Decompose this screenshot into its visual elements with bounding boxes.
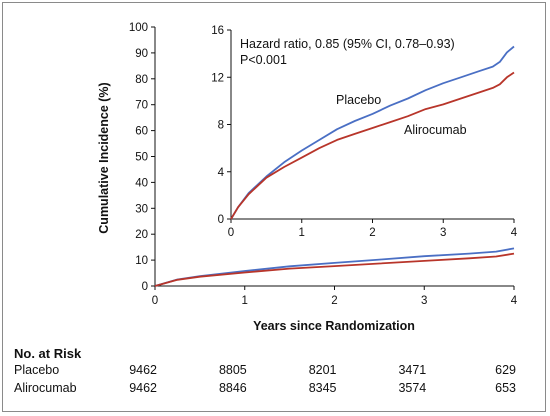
p-value-annotation: P<0.001	[240, 53, 287, 67]
y-axis-title: Cumulative Incidence (%)	[97, 82, 111, 233]
inset-label-alirocumab: Alirocumab	[404, 123, 467, 137]
inset-background	[189, 18, 524, 241]
inset-y-tick-label: 8	[218, 120, 224, 132]
inset-x-tick-label: 3	[440, 227, 446, 239]
main-series-line-placebo	[154, 247, 515, 287]
main-y-tick-label: 100	[129, 22, 148, 34]
main-series-line-alirocumab	[154, 252, 515, 287]
inset-y-tick-label: 16	[211, 25, 224, 37]
main-y-tick-label: 30	[135, 203, 148, 215]
main-y-tick-label: 80	[135, 74, 148, 86]
main-y-tick-label: 90	[135, 48, 148, 60]
main-x-tick-label: 4	[511, 295, 518, 307]
inset-x-tick-label: 1	[299, 227, 305, 239]
inset-series	[230, 45, 515, 220]
x-axis-title: Years since Randomization	[253, 319, 415, 333]
inset-y-tick-label: 0	[218, 214, 224, 226]
inset-series-line-placebo	[230, 45, 515, 220]
inset-y-tick-label: 12	[211, 72, 224, 84]
main-x-tick-label: 0	[152, 295, 158, 307]
hazard-ratio-annotation: Hazard ratio, 0.85 (95% CI, 0.78–0.93)	[240, 37, 455, 51]
inset-x-tick-label: 0	[228, 227, 234, 239]
inset-x-tick-label: 2	[369, 227, 375, 239]
inset-x-tick-label: 4	[511, 227, 518, 239]
main-x-tick-label: 2	[331, 295, 337, 307]
inset-label-placebo: Placebo	[336, 93, 381, 107]
main-y-tick-label: 10	[135, 255, 148, 267]
main-x-tick-label: 1	[242, 295, 248, 307]
main-y-tick-label: 70	[135, 100, 148, 112]
main-y-tick-label: 50	[135, 152, 148, 164]
main-y-tick-label: 0	[142, 281, 148, 293]
inset-y-tick-label: 4	[218, 167, 225, 179]
main-y-tick-label: 40	[135, 177, 148, 189]
inset-series-line-alirocumab	[230, 71, 515, 220]
main-x-tick-label: 3	[421, 295, 427, 307]
main-y-tick-label: 60	[135, 126, 148, 138]
main-series	[154, 247, 515, 287]
main-y-tick-label: 20	[135, 229, 148, 241]
